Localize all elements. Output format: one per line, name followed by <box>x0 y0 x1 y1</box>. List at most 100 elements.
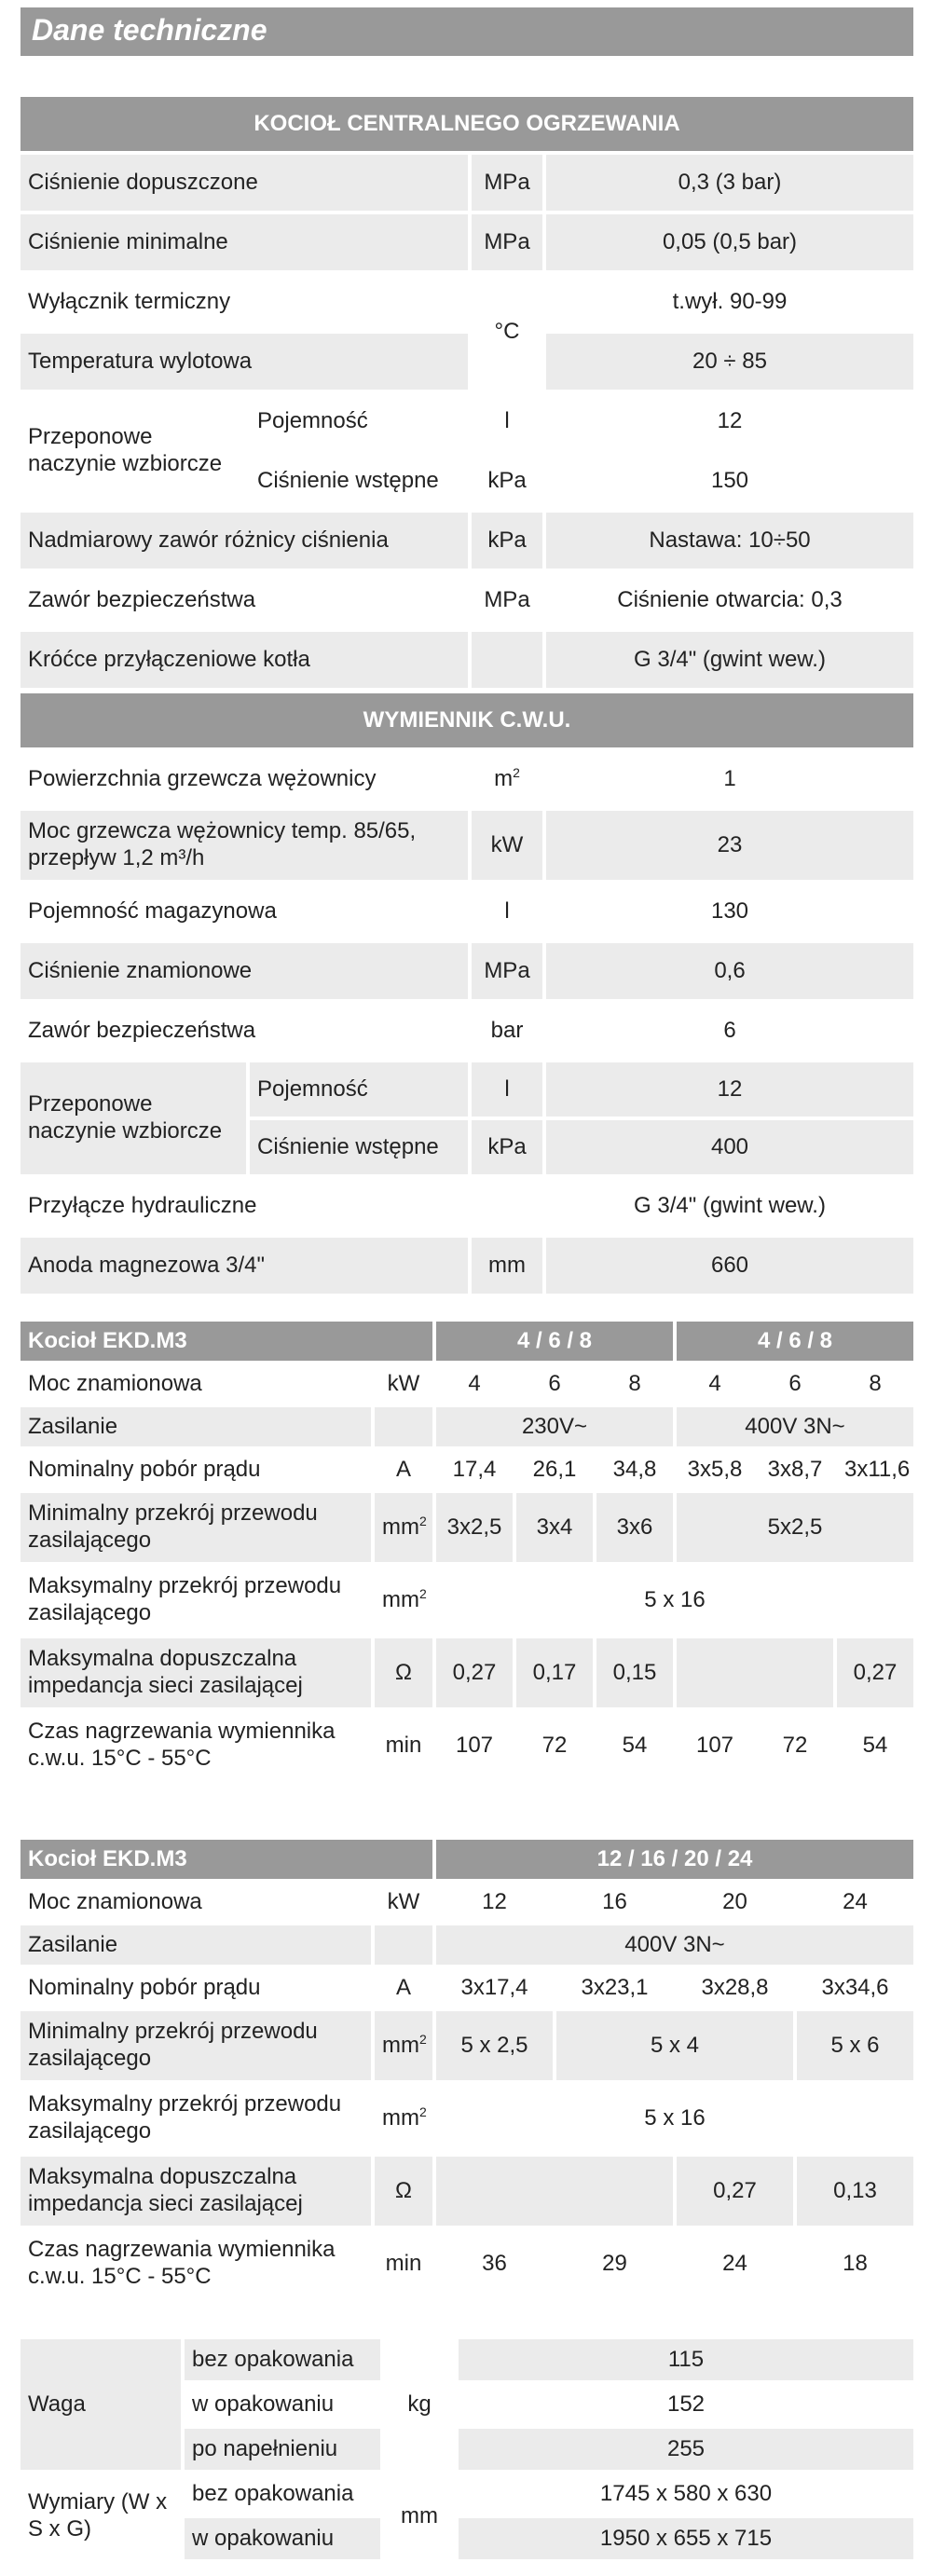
cell: 54 <box>596 1711 673 1780</box>
row-label: Czas nagrzewania wymiennika c.w.u. 15°C … <box>21 1711 371 1780</box>
unit: kPa <box>472 453 542 509</box>
sub-label: bez opakowania <box>185 2473 380 2514</box>
cell: 0,27 <box>436 1638 513 1707</box>
row-label: Moc znamionowa <box>21 1364 371 1404</box>
unit: l <box>472 884 542 939</box>
unit: mm2 <box>375 1566 432 1635</box>
cell: 36 <box>436 2229 553 2298</box>
row-label: Króćce przyłączeniowe kotła <box>21 632 468 688</box>
row-label: Zasilanie <box>21 1925 371 1965</box>
row-label: Temperatura wylotowa <box>21 334 468 390</box>
row-label: Minimalny przekrój przewodu zasilającego <box>21 2011 371 2080</box>
row-label: Zawór bezpieczeństwa <box>21 572 468 628</box>
cell: 3x34,6 <box>797 1968 913 2007</box>
cell: 0,15 <box>596 1638 673 1707</box>
cell: 3x2,5 <box>436 1493 513 1562</box>
row-label: Minimalny przekrój przewodu zasilającego <box>21 1493 371 1562</box>
cell: 3x23,1 <box>556 1968 673 2007</box>
table-dimensions: Waga bez opakowania kg 115 w opakowaniu 152 … <box>17 2336 917 2563</box>
cell: 3x5,8 <box>677 1450 753 1489</box>
unit: kg <box>384 2339 455 2470</box>
sub-label: Ciśnienie wstępne <box>250 453 468 509</box>
unit: kW <box>472 811 542 880</box>
value: 0,3 (3 bar) <box>546 155 913 211</box>
unit <box>375 1925 432 1965</box>
unit: MPa <box>472 155 542 211</box>
unit <box>375 1407 432 1446</box>
unit: m2 <box>472 751 542 807</box>
cell: 24 <box>797 1883 913 1922</box>
cell: 3x6 <box>596 1493 673 1562</box>
unit: l <box>472 393 542 449</box>
table-ekd-large: Kocioł EKD.M3 12 / 16 / 20 / 24 Moc znami… <box>17 1836 917 2302</box>
unit: kPa <box>472 513 542 569</box>
row-label: Przyłącze hydrauliczne <box>21 1178 468 1234</box>
value: G 3/4" (gwint wew.) <box>546 632 913 688</box>
value: 115 <box>459 2339 913 2380</box>
value: 20 ÷ 85 <box>546 334 913 390</box>
group-heading: 4 / 6 / 8 <box>677 1322 913 1361</box>
page-header: Dane techniczne <box>21 7 913 56</box>
cell: 0,13 <box>797 2157 913 2226</box>
unit: min <box>375 2229 432 2298</box>
cell: 20 <box>677 1883 793 1922</box>
table-dhw: WYMIENNIK C.W.U. Powierzchnia grzewcza w… <box>17 690 917 1297</box>
value: 12 <box>546 1062 913 1117</box>
unit: l <box>472 1062 542 1117</box>
table-boiler: KOCIOŁ CENTRALNEGO OGRZEWANIA Ciśnienie … <box>17 93 917 692</box>
unit: A <box>375 1968 432 2007</box>
cell: 107 <box>677 1711 753 1780</box>
group-heading: 4 / 6 / 8 <box>436 1322 673 1361</box>
unit: °C <box>472 274 542 390</box>
section-heading: KOCIOŁ CENTRALNEGO OGRZEWANIA <box>21 97 913 151</box>
cell: 3x17,4 <box>436 1968 553 2007</box>
unit: kW <box>375 1883 432 1922</box>
cell: 0,17 <box>516 1638 593 1707</box>
row-label: Moc grzewcza wężownicy temp. 85/65, prze… <box>21 811 468 880</box>
value: 130 <box>546 884 913 939</box>
cell: 400V 3N~ <box>677 1407 913 1446</box>
unit: MPa <box>472 214 542 270</box>
row-label: Nadmiarowy zawór różnicy ciśnienia <box>21 513 468 569</box>
row-label: Ciśnienie dopuszczone <box>21 155 468 211</box>
group-label: Przeponowe naczynie wzbiorcze <box>21 393 246 509</box>
value: 1745 x 580 x 630 <box>459 2473 913 2514</box>
value: Nastawa: 10÷50 <box>546 513 913 569</box>
value: 23 <box>546 811 913 880</box>
sub-label: Pojemność <box>250 1062 468 1117</box>
cell: 3x28,8 <box>677 1968 793 2007</box>
table-title: Kocioł EKD.M3 <box>21 1840 432 1879</box>
value: t.wył. 90-99 <box>546 274 913 330</box>
row-label: Wymiary (W x S x G) <box>21 2473 181 2559</box>
cell: 0,27 <box>837 1638 913 1707</box>
row-label: Ciśnienie minimalne <box>21 214 468 270</box>
cell: 3x11,6 <box>837 1450 913 1489</box>
cell: 5 x 16 <box>436 1566 913 1635</box>
sub-label: bez opakowania <box>185 2339 380 2380</box>
group-label: Przeponowe naczynie wzbiorcze <box>21 1062 246 1174</box>
unit: A <box>375 1450 432 1489</box>
unit <box>472 1178 542 1234</box>
unit: kPa <box>472 1120 542 1174</box>
value: G 3/4" (gwint wew.) <box>546 1178 913 1234</box>
row-label: Maksymalna dopuszczalna impedancja sieci… <box>21 1638 371 1707</box>
unit: mm <box>384 2473 455 2559</box>
row-label: Waga <box>21 2339 181 2470</box>
value: 6 <box>546 1003 913 1059</box>
cell: 5 x 4 <box>556 2011 793 2080</box>
value: 150 <box>546 453 913 509</box>
cell: 5 x 16 <box>436 2084 913 2153</box>
unit: MPa <box>472 943 542 999</box>
cell: 17,4 <box>436 1450 513 1489</box>
row-label: Maksymalny przekrój przewodu zasilająceg… <box>21 2084 371 2153</box>
cell: 400V 3N~ <box>436 1925 913 1965</box>
cell: 5 x 2,5 <box>436 2011 553 2080</box>
unit: Ω <box>375 2157 432 2226</box>
row-label: Czas nagrzewania wymiennika c.w.u. 15°C … <box>21 2229 371 2298</box>
row-label: Ciśnienie znamionowe <box>21 943 468 999</box>
unit <box>472 632 542 688</box>
row-label: Wyłącznik termiczny <box>21 274 468 330</box>
cell: 5 x 6 <box>797 2011 913 2080</box>
row-label: Pojemność magazynowa <box>21 884 468 939</box>
row-label: Zasilanie <box>21 1407 371 1446</box>
